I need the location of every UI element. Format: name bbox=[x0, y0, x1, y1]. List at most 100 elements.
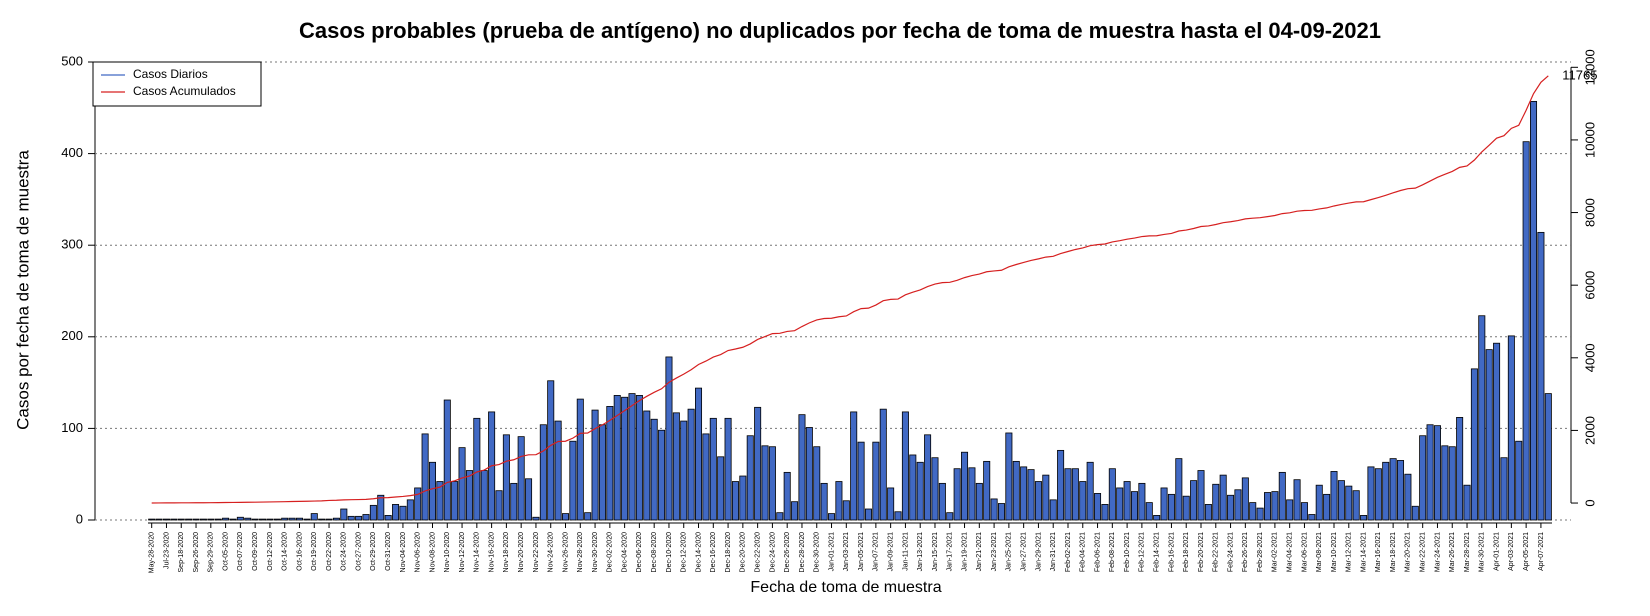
bar bbox=[850, 411, 858, 521]
bar bbox=[155, 518, 163, 521]
bar bbox=[1160, 487, 1168, 521]
bar bbox=[695, 387, 703, 521]
bar bbox=[495, 490, 503, 521]
x-tick-label: Nov-18-2020 bbox=[503, 532, 510, 573]
x-tick-label: Dec-28-2020 bbox=[799, 532, 806, 573]
bar bbox=[828, 513, 836, 521]
bar bbox=[406, 499, 414, 521]
bar bbox=[1493, 342, 1501, 521]
bar bbox=[1323, 493, 1331, 521]
bar bbox=[1153, 515, 1161, 521]
bar bbox=[1278, 471, 1286, 521]
x-tick-label: Nov-14-2020 bbox=[474, 532, 481, 573]
x-tick-label: Dec-04-2020 bbox=[621, 532, 628, 573]
bar bbox=[1034, 481, 1042, 521]
bar bbox=[207, 518, 215, 521]
bar bbox=[1167, 493, 1175, 521]
bar bbox=[1219, 474, 1227, 521]
bar bbox=[1227, 494, 1235, 521]
bar bbox=[185, 518, 193, 521]
y2-tick-label: 2000 bbox=[1582, 416, 1597, 445]
bar bbox=[199, 518, 207, 521]
bar bbox=[887, 487, 895, 521]
bar bbox=[864, 508, 872, 521]
bar bbox=[436, 481, 444, 521]
bar bbox=[443, 399, 451, 521]
x-tick-label: Apr-03-2021 bbox=[1508, 532, 1515, 571]
bar bbox=[672, 412, 680, 521]
x-tick-label: Nov-22-2020 bbox=[533, 532, 540, 573]
bar bbox=[924, 434, 932, 521]
bar bbox=[451, 481, 459, 521]
x-tick-label: Nov-28-2020 bbox=[577, 532, 584, 573]
x-tick-label: Dec-14-2020 bbox=[695, 532, 702, 573]
bar bbox=[635, 395, 643, 521]
x-tick-label: Oct-16-2020 bbox=[296, 532, 303, 571]
x-tick-label: Mar-04-2021 bbox=[1287, 532, 1294, 572]
y-tick-label: 400 bbox=[61, 145, 83, 160]
bar bbox=[613, 395, 621, 521]
bar bbox=[687, 408, 695, 521]
bar bbox=[192, 518, 200, 521]
bar bbox=[1419, 435, 1427, 521]
bar bbox=[1108, 468, 1116, 521]
bar bbox=[968, 467, 976, 521]
bar bbox=[798, 414, 806, 521]
y2-tick-label: 6000 bbox=[1582, 271, 1597, 300]
y2-tick-label: 4000 bbox=[1582, 343, 1597, 372]
bar bbox=[310, 513, 318, 521]
x-tick-label: Jan-15-2021 bbox=[932, 532, 939, 571]
bar bbox=[1175, 458, 1183, 521]
bar bbox=[754, 406, 762, 521]
x-tick-label: Feb-08-2021 bbox=[1109, 532, 1116, 572]
y-axis-title: Casos por fecha de toma de muestra bbox=[13, 150, 32, 430]
y2-tick-label: 10000 bbox=[1582, 122, 1597, 158]
bar bbox=[355, 515, 363, 521]
bar bbox=[1182, 495, 1190, 521]
x-tick-label: Dec-08-2020 bbox=[651, 532, 658, 573]
x-tick-label: Dec-22-2020 bbox=[754, 532, 761, 573]
x-tick-label: Oct-27-2020 bbox=[355, 532, 362, 571]
x-tick-label: Nov-30-2020 bbox=[592, 532, 599, 573]
x-tick-label: Jan-25-2021 bbox=[1006, 532, 1013, 571]
bar bbox=[295, 517, 303, 521]
bar bbox=[1456, 417, 1464, 521]
bar bbox=[650, 418, 658, 521]
x-tick-label: Nov-26-2020 bbox=[562, 532, 569, 573]
bar bbox=[961, 451, 969, 521]
bar bbox=[1507, 335, 1515, 521]
x-tick-label: Dec-06-2020 bbox=[636, 532, 643, 573]
x-tick-label: May-28-2020 bbox=[149, 532, 156, 573]
bar bbox=[266, 518, 274, 521]
bar bbox=[665, 356, 673, 521]
bar bbox=[318, 518, 326, 521]
bar bbox=[724, 417, 732, 521]
bar bbox=[273, 518, 281, 521]
bar bbox=[621, 396, 629, 521]
bar bbox=[244, 517, 252, 521]
x-tick-label: Sep-29-2020 bbox=[208, 532, 215, 573]
x-tick-label: Jan-21-2021 bbox=[976, 532, 983, 571]
bar bbox=[1374, 468, 1382, 521]
bar bbox=[909, 454, 917, 521]
x-tick-label: Dec-02-2020 bbox=[607, 532, 614, 573]
bar bbox=[1300, 502, 1308, 521]
bar bbox=[1544, 393, 1552, 521]
bar bbox=[1086, 461, 1094, 521]
x-tick-label: Jan-11-2021 bbox=[902, 532, 909, 571]
bar bbox=[539, 424, 547, 521]
bar bbox=[1404, 473, 1412, 521]
bar bbox=[340, 508, 348, 521]
bar bbox=[1522, 141, 1530, 521]
bar bbox=[1352, 490, 1360, 521]
x-tick-label: Nov-10-2020 bbox=[444, 532, 451, 573]
x-tick-label: Feb-02-2021 bbox=[1065, 532, 1072, 572]
bar bbox=[997, 503, 1005, 521]
x-tick-label: Jan-17-2021 bbox=[947, 532, 954, 571]
x-tick-label: Apr-07-2021 bbox=[1538, 532, 1545, 571]
bar bbox=[1101, 504, 1109, 521]
bar bbox=[1138, 482, 1146, 521]
bar bbox=[525, 478, 533, 521]
bar bbox=[1264, 492, 1272, 521]
bar bbox=[746, 435, 754, 521]
